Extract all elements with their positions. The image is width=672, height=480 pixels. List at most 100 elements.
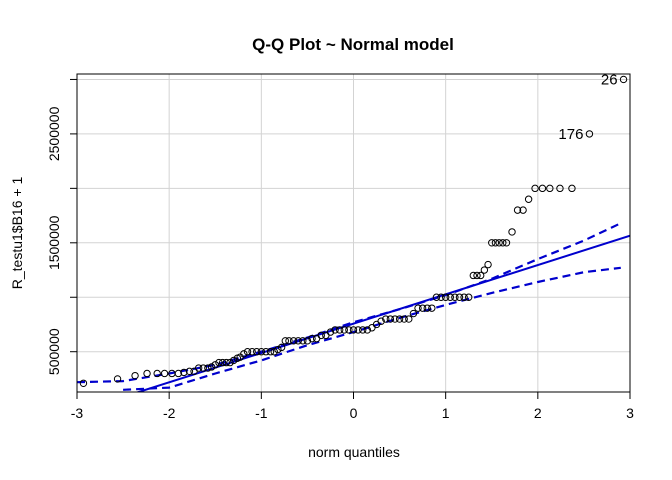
data-point (499, 239, 507, 247)
x-tick-label: 3 (626, 405, 634, 421)
data-point (469, 271, 478, 280)
data-point (335, 326, 344, 334)
data-point (382, 315, 390, 323)
data-point (131, 371, 139, 380)
data-point (538, 184, 547, 193)
data-point (326, 328, 335, 336)
points-layer (79, 75, 628, 387)
data-point (484, 260, 492, 269)
data-point (400, 315, 408, 323)
data-point (524, 195, 533, 203)
data-point (495, 239, 503, 247)
data-point (222, 358, 231, 367)
data-point (345, 326, 353, 334)
data-point (194, 364, 203, 372)
data-point (508, 228, 516, 236)
data-point (204, 364, 212, 372)
data-point (229, 356, 238, 365)
data-point (354, 326, 362, 334)
data-point (414, 304, 422, 312)
data-point (308, 334, 316, 343)
data-point (331, 326, 339, 334)
qq-reference-line (135, 234, 630, 392)
data-point (240, 350, 248, 358)
data-point (266, 348, 275, 356)
x-tick-label: 2 (534, 405, 542, 421)
data-point (207, 363, 216, 371)
x-tick-label: -3 (71, 405, 84, 421)
data-point (488, 239, 496, 247)
data-point (465, 293, 473, 301)
y-tick-label: 2500000 (46, 106, 62, 161)
data-point (113, 375, 122, 383)
data-point (160, 369, 169, 378)
data-point (476, 271, 485, 280)
data-point (226, 358, 234, 367)
x-tick-label: -2 (163, 405, 176, 421)
data-point (340, 326, 348, 334)
x-axis: -3 -2 -1 0 1 2 3 (71, 391, 634, 421)
data-point (289, 337, 298, 345)
data-point (303, 337, 312, 345)
y-axis: 500000 1500000 2500000 (46, 78, 78, 375)
data-point (446, 293, 454, 301)
data-point (215, 358, 223, 367)
data-point (386, 315, 395, 323)
data-point (502, 239, 511, 247)
data-point (299, 337, 307, 345)
y-tick-label: 1500000 (46, 215, 62, 270)
data-point (473, 271, 481, 280)
point-label: 176 (558, 126, 583, 143)
data-point (391, 315, 399, 323)
data-point (556, 184, 564, 193)
confidence-band-lower (123, 266, 621, 391)
data-point (243, 348, 252, 356)
y-tick-label: 500000 (46, 328, 62, 375)
data-point (174, 369, 183, 378)
data-point (437, 293, 445, 301)
data-point (294, 337, 302, 345)
data-point (253, 348, 261, 356)
data-point (281, 337, 289, 345)
data-point (218, 358, 227, 367)
data-point (531, 184, 539, 193)
data-point (432, 293, 441, 301)
data-point (546, 184, 554, 193)
data-point (79, 379, 88, 387)
data-point (513, 206, 522, 214)
data-point (423, 304, 431, 312)
data-point (480, 266, 489, 274)
data-point (428, 304, 436, 312)
data-point (274, 345, 282, 354)
x-tick-label: 0 (350, 405, 358, 421)
data-point (455, 293, 464, 301)
data-point (395, 315, 404, 323)
y-axis-label: R_testu1$B16 + 1 (9, 177, 25, 290)
data-point (277, 343, 286, 352)
data-point (519, 206, 527, 214)
point-label: 26 (601, 71, 618, 88)
data-point (377, 317, 385, 325)
x-tick-label: -1 (255, 405, 268, 421)
qq-line-layer (135, 234, 630, 392)
data-point (317, 331, 325, 340)
data-point (153, 369, 161, 378)
data-point (441, 293, 450, 301)
data-point (248, 348, 256, 356)
data-point (285, 337, 293, 345)
data-point (409, 309, 418, 318)
data-point (568, 184, 576, 193)
annotation-layer: 26 176 (558, 71, 617, 142)
data-point (262, 348, 270, 356)
data-point (211, 361, 219, 369)
data-point (405, 315, 413, 323)
chart-title: Q-Q Plot ~ Normal model (252, 35, 454, 54)
data-point (619, 75, 628, 84)
data-point (491, 239, 500, 247)
x-axis-label: norm quantiles (308, 444, 400, 460)
data-point (349, 326, 358, 334)
grid-layer (76, 74, 631, 392)
data-point (185, 367, 194, 376)
